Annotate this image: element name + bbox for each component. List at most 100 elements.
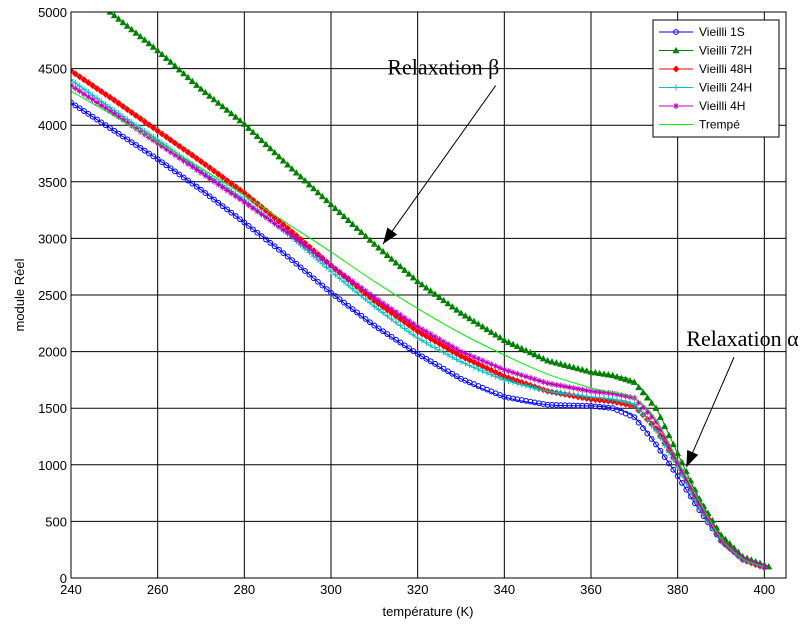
series-marker bbox=[418, 330, 426, 338]
series-marker bbox=[509, 340, 517, 348]
series-marker bbox=[592, 388, 599, 395]
series-marker bbox=[258, 211, 265, 218]
series-marker bbox=[406, 345, 412, 352]
series-marker bbox=[618, 392, 625, 399]
series-marker bbox=[458, 348, 464, 355]
series-marker bbox=[245, 124, 253, 131]
series-marker bbox=[531, 376, 538, 383]
series-marker bbox=[124, 119, 131, 126]
series-marker bbox=[223, 106, 231, 113]
series-marker bbox=[318, 192, 326, 200]
series-marker bbox=[375, 306, 382, 313]
series-marker bbox=[600, 370, 608, 377]
series-marker bbox=[184, 148, 192, 156]
series-marker bbox=[492, 373, 499, 380]
series-marker bbox=[661, 442, 668, 449]
series-marker bbox=[89, 96, 96, 103]
series-marker bbox=[280, 226, 287, 233]
series-marker bbox=[98, 102, 105, 109]
series-marker bbox=[94, 99, 100, 106]
series-marker bbox=[505, 378, 512, 385]
series-marker bbox=[596, 369, 604, 377]
series-marker bbox=[150, 137, 157, 144]
annotations: Relaxation β Relaxation α bbox=[382, 54, 799, 468]
series-marker bbox=[423, 339, 430, 346]
series-marker bbox=[630, 378, 638, 385]
series-marker bbox=[367, 291, 373, 298]
series-marker bbox=[297, 239, 304, 246]
series-marker bbox=[640, 425, 646, 432]
series-marker bbox=[674, 459, 681, 466]
series-marker bbox=[224, 206, 230, 213]
series-marker bbox=[210, 167, 218, 175]
series-marker bbox=[657, 426, 664, 433]
series-marker bbox=[575, 392, 581, 399]
series-marker bbox=[544, 357, 552, 364]
series-marker bbox=[201, 88, 209, 96]
series-marker bbox=[175, 66, 183, 73]
series-marker bbox=[418, 280, 426, 288]
series-marker bbox=[453, 346, 460, 353]
series-marker bbox=[622, 393, 629, 400]
series-marker bbox=[666, 443, 672, 450]
series-marker bbox=[566, 384, 573, 391]
annotation-alpha-arrowhead bbox=[686, 449, 699, 468]
series-marker bbox=[206, 164, 214, 172]
series-marker bbox=[171, 139, 179, 147]
series-marker bbox=[718, 537, 724, 544]
series-marker bbox=[132, 112, 140, 120]
series-marker bbox=[136, 115, 144, 123]
series-marker bbox=[644, 430, 651, 437]
series-marker bbox=[414, 350, 421, 357]
series-marker bbox=[588, 388, 594, 395]
series-marker bbox=[427, 358, 434, 365]
series-marker bbox=[648, 436, 655, 442]
series-marker bbox=[193, 166, 200, 173]
series-marker bbox=[696, 500, 703, 507]
series-marker bbox=[276, 223, 282, 230]
series-marker bbox=[219, 102, 227, 110]
series-marker bbox=[111, 127, 118, 134]
series-marker bbox=[410, 348, 417, 354]
series-marker bbox=[644, 417, 651, 424]
series-marker bbox=[414, 335, 421, 342]
series-marker bbox=[440, 342, 448, 350]
series-marker bbox=[171, 62, 179, 69]
series-marker bbox=[128, 109, 136, 116]
series-marker bbox=[331, 204, 339, 212]
series-marker bbox=[163, 146, 170, 153]
series-marker bbox=[284, 253, 291, 260]
series-marker bbox=[149, 124, 157, 132]
series-marker bbox=[405, 270, 413, 277]
series-marker bbox=[700, 507, 707, 514]
x-tick-label: 340 bbox=[493, 582, 515, 597]
series-marker bbox=[280, 250, 287, 257]
series-marker bbox=[176, 171, 183, 178]
series-marker bbox=[288, 165, 296, 172]
series-marker bbox=[518, 381, 525, 388]
series-marker bbox=[609, 390, 616, 397]
series-marker bbox=[366, 236, 374, 243]
series-marker bbox=[76, 73, 84, 81]
series-marker bbox=[245, 202, 252, 209]
series-marker bbox=[341, 272, 347, 279]
series-marker bbox=[406, 317, 412, 324]
series-marker bbox=[631, 401, 638, 408]
legend-entry: Vieilli 72H bbox=[659, 44, 752, 58]
series-marker bbox=[98, 119, 105, 126]
series-marker bbox=[76, 83, 83, 90]
series-marker bbox=[410, 320, 417, 327]
series-marker bbox=[267, 217, 274, 224]
series-marker bbox=[397, 322, 404, 329]
series-marker bbox=[85, 110, 92, 117]
series-marker bbox=[401, 342, 408, 349]
series-marker bbox=[505, 368, 512, 375]
series-marker bbox=[666, 449, 672, 456]
legend-label: Vieilli 24H bbox=[699, 81, 752, 95]
series-marker bbox=[263, 236, 269, 243]
series-marker bbox=[488, 361, 495, 368]
series-marker bbox=[622, 399, 629, 406]
series-marker bbox=[145, 39, 153, 47]
series-marker bbox=[198, 186, 204, 193]
series-marker bbox=[237, 216, 243, 223]
